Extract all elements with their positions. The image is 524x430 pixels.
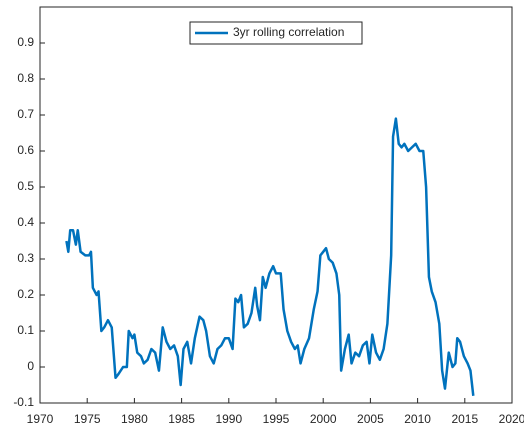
y-tick-label: 0.4 [17,215,34,229]
x-tick-label: 1990 [215,412,242,426]
x-tick-label: 2015 [451,412,478,426]
legend-box [189,21,363,45]
x-tick-label: 2010 [404,412,431,426]
plot-frame [39,6,513,404]
x-tick-label: 1980 [121,412,148,426]
y-tick-label: 0.2 [17,287,34,301]
y-tick-label: 0.3 [17,251,34,265]
x-tick-label: 1970 [27,412,54,426]
x-tick-label: 1995 [263,412,290,426]
y-tick-label: 0.1 [17,323,34,337]
y-tick-label: 0.5 [17,179,34,193]
y-tick-label: -0.1 [13,395,34,409]
legend-label: 3yr rolling correlation [233,25,344,39]
y-tick-label: 0.7 [17,107,34,121]
x-tick-label: 1985 [168,412,195,426]
y-tick-label: 0.6 [17,143,34,157]
x-tick-label: 2005 [357,412,384,426]
x-tick-label: 2020 [499,412,524,426]
y-tick-label: 0 [27,359,34,373]
line-series [65,117,475,396]
y-tick-label: 0.9 [17,35,34,49]
x-tick-label: 2000 [310,412,337,426]
y-tick-label: 0.8 [17,71,34,85]
x-tick-label: 1975 [74,412,101,426]
